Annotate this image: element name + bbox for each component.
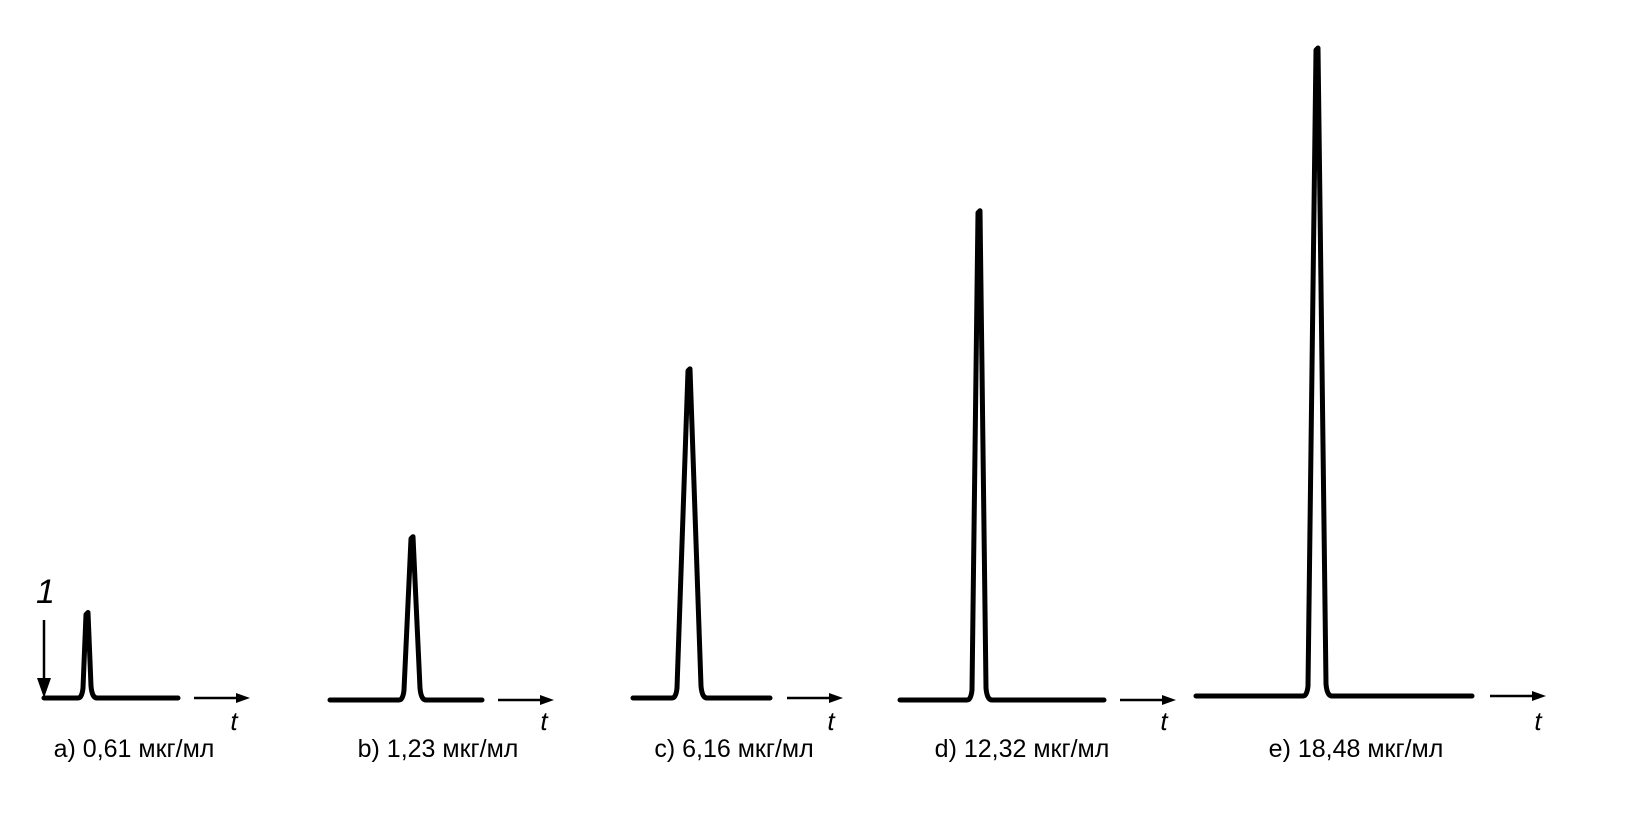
chromatogram-trace — [897, 208, 1107, 703]
time-axis-label: t — [827, 706, 836, 736]
time-axis-arrowhead — [1162, 695, 1176, 705]
time-axis-arrowhead — [540, 695, 554, 705]
time-axis-arrowhead — [236, 693, 250, 703]
panel-d: t d) 12,32 мкг/мл — [897, 208, 1176, 763]
chromatogram-trace — [630, 366, 773, 701]
panel-b: t b) 1,23 мкг/мл — [327, 534, 554, 763]
time-axis-label: t — [540, 706, 549, 736]
injection-marker-label: 1 — [36, 573, 55, 611]
panel-caption: c) 6,16 мкг/мл — [654, 735, 813, 763]
injection-arrowhead — [37, 678, 51, 698]
time-axis-arrowhead — [1532, 691, 1546, 701]
panel-caption: e) 18,48 мкг/мл — [1269, 735, 1444, 763]
panel-a: t a) 0,61 мкг/мл — [41, 609, 250, 763]
panel-caption: b) 1,23 мкг/мл — [358, 735, 519, 763]
time-axis-arrowhead — [829, 693, 843, 703]
chromatogram-trace — [1193, 45, 1475, 699]
injection-marker: 1 — [36, 573, 55, 698]
panel-caption: a) 0,61 мкг/мл — [54, 735, 215, 763]
panel-c: t c) 6,16 мкг/мл — [630, 366, 843, 763]
time-axis-label: t — [230, 706, 239, 736]
chromatogram-trace — [327, 534, 485, 703]
time-axis-label: t — [1160, 706, 1169, 736]
panel-caption: d) 12,32 мкг/мл — [935, 735, 1110, 763]
panel-e: t e) 18,48 мкг/мл — [1193, 45, 1546, 763]
time-axis-label: t — [1534, 706, 1543, 736]
chromatogram-trace — [41, 609, 181, 701]
chromatogram-panels: t a) 0,61 мкг/мл t b) 1,23 мкг/мл t c) 6,16 м… — [41, 45, 1546, 763]
